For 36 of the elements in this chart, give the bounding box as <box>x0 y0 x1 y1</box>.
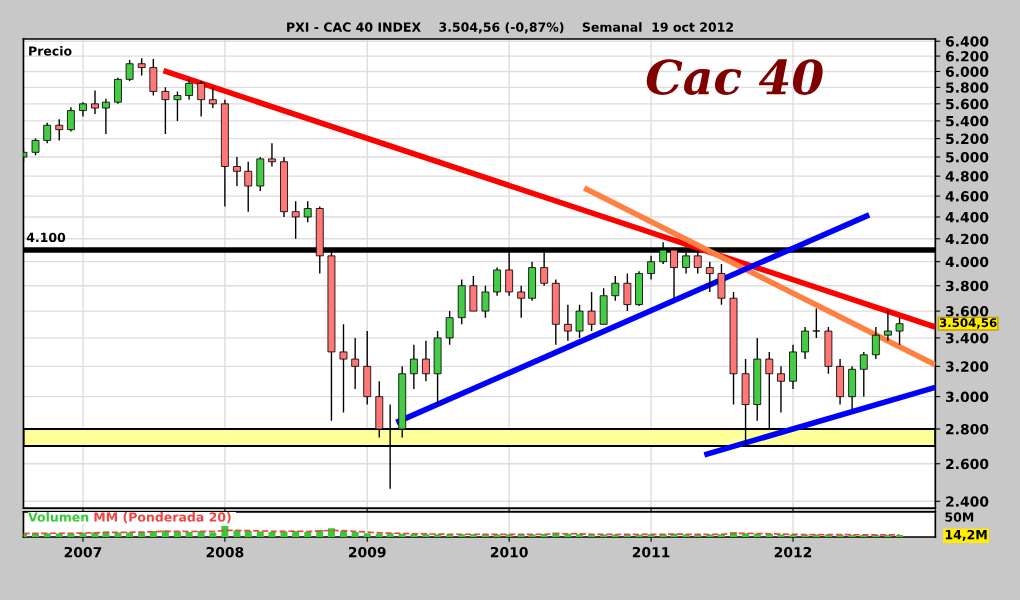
y-tick-label: 5.600 <box>946 98 989 110</box>
y-tick-label: 6.400 <box>945 36 989 47</box>
y-tick-label: 2.400 <box>946 496 989 507</box>
chart-subtitle: PXI - CAC 40 INDEX 3.504,56 (-0,87%) Semanal 19 oct 2012 <box>287 22 733 34</box>
x-tick-label: 2012 <box>774 546 812 558</box>
y-tick-label: 5.400 <box>946 115 989 127</box>
x-tick-label: 2007 <box>64 546 102 558</box>
y-tick-label: 6.200 <box>945 51 989 62</box>
y-tick-label: 4.400 <box>945 211 989 223</box>
y-tick-label: 3.200 <box>945 361 989 372</box>
y-tick-label: 2.800 <box>946 423 989 435</box>
y-axis-title: Precio <box>29 46 72 56</box>
y-tick-label: 5.200 <box>946 133 989 145</box>
y-tick-label: 4.800 <box>945 171 989 182</box>
y-tick-label: 4.000 <box>945 256 989 268</box>
y-tick-label: 3.000 <box>945 391 989 403</box>
y-tick-label: 3.400 <box>945 332 989 344</box>
y-tick-label: 6.000 <box>945 66 989 77</box>
text: 14,2M <box>945 529 987 541</box>
series-label: Volumen <box>28 512 89 522</box>
annotation: 3.504,56 <box>939 318 997 329</box>
y-tick-label: 4.600 <box>945 191 989 202</box>
ref-line-label: 4.100 <box>26 232 66 243</box>
x-tick-label: 2011 <box>632 546 670 558</box>
x-tick-label: 2008 <box>206 546 244 558</box>
x-tick-label: 2010 <box>490 546 528 558</box>
x-tick-label: 2009 <box>348 546 386 558</box>
y-tick-label: 5.800 <box>946 82 989 93</box>
text: 50M <box>945 512 974 522</box>
y-tick-label: 3.800 <box>945 280 989 292</box>
y-tick-label: 4.200 <box>945 233 989 245</box>
y-tick-label: 2.600 <box>946 458 989 470</box>
y-tick-label: 3.600 <box>945 306 989 317</box>
series-label: MM (Ponderada 20) <box>94 512 231 524</box>
chart-title: Cac 40 <box>646 59 823 95</box>
y-tick-label: 5.000 <box>946 151 989 163</box>
